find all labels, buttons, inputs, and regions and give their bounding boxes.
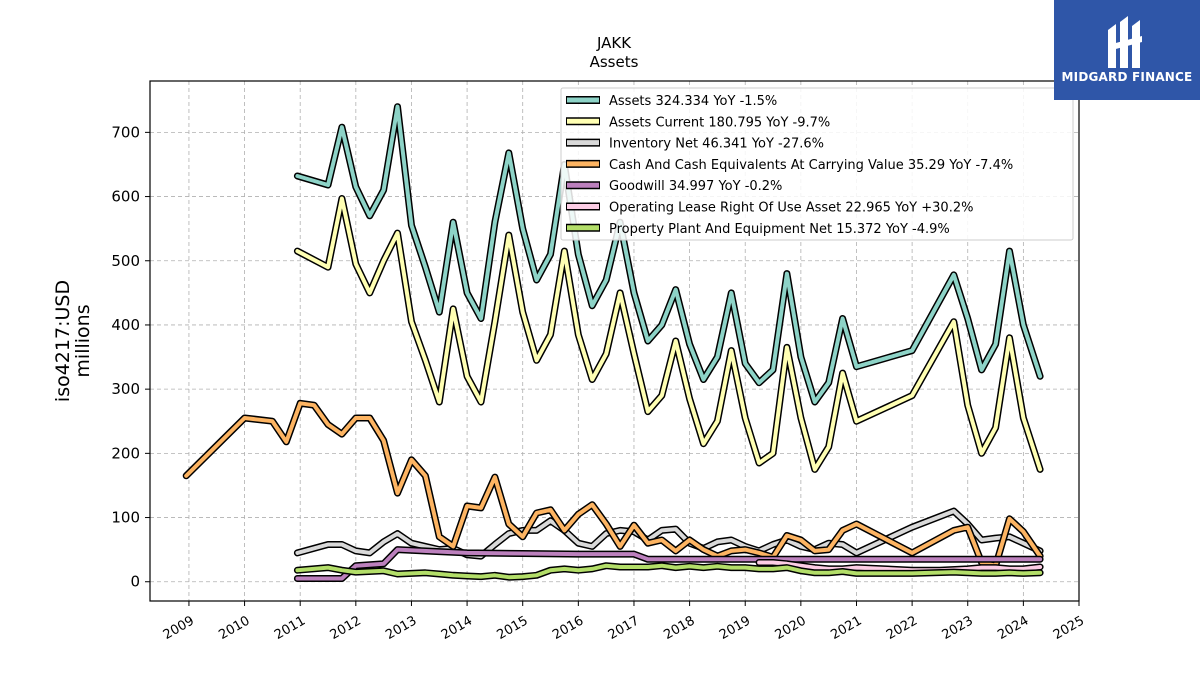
x-tick-label-2020: 2020 [773, 613, 809, 643]
series-3 [182, 399, 1044, 570]
series-5 [755, 559, 1044, 574]
x-tick-label-2015: 2015 [495, 613, 531, 643]
y-axis-label-line1: iso4217:USD [52, 280, 74, 402]
legend-label-4: Goodwill 34.997 YoY -0.2% [609, 179, 782, 194]
series-group [182, 103, 1044, 582]
series-line-5 [757, 560, 1043, 573]
y-tick-label-400: 400 [111, 316, 140, 334]
x-tick-label-2013: 2013 [383, 613, 419, 643]
x-tick-label-2012: 2012 [328, 613, 364, 643]
x-tick-label-2017: 2017 [606, 613, 642, 643]
y-tick-label-300: 300 [111, 380, 140, 398]
x-tick-label-2016: 2016 [550, 613, 586, 643]
x-tick-label-2023: 2023 [940, 613, 976, 643]
series-1 [293, 195, 1044, 473]
x-tick-label-2018: 2018 [661, 613, 697, 643]
y-axis-label-line2: millions [72, 304, 94, 377]
y-tick-label-600: 600 [111, 188, 140, 206]
x-tick-label-2010: 2010 [216, 613, 252, 643]
chart-subtitle: Assets [590, 53, 639, 71]
series-line-6 [295, 563, 1043, 580]
chart-title: JAKK [596, 34, 632, 52]
series-6 [293, 562, 1044, 581]
x-tick-label-2021: 2021 [828, 613, 864, 643]
x-tick-label-2019: 2019 [717, 613, 753, 643]
y-tick-label-700: 700 [111, 123, 140, 141]
brand-name: MIDGARD FINANCE [1061, 70, 1193, 84]
x-tick-label-2009: 2009 [161, 613, 197, 643]
y-tick-label-200: 200 [111, 444, 140, 462]
series-4 [293, 546, 1044, 582]
legend-label-2: Inventory Net 46.341 YoY -27.6% [609, 137, 824, 152]
x-tick-label-2024: 2024 [995, 613, 1031, 643]
x-tick-label-2014: 2014 [439, 613, 475, 643]
brand-logo: MIDGARD FINANCE [1054, 0, 1200, 100]
x-tick-label-2022: 2022 [884, 613, 920, 643]
series-line-3 [184, 401, 1043, 568]
legend-label-0: Assets 324.334 YoY -1.5% [609, 94, 777, 109]
y-tick-label-0: 0 [130, 573, 140, 591]
x-tick-label-2011: 2011 [272, 613, 308, 643]
series-line-0 [295, 104, 1043, 404]
legend-label-1: Assets Current 180.795 YoY -9.7% [609, 115, 830, 130]
y-tick-label-500: 500 [111, 252, 140, 270]
y-tick-label-100: 100 [111, 509, 140, 527]
series-0 [293, 103, 1044, 406]
legend-label-6: Property Plant And Equipment Net 15.372 … [609, 222, 950, 237]
x-tick-label-2025: 2025 [1051, 613, 1087, 643]
legend: Assets 324.334 YoY -1.5% Assets Current 1… [560, 87, 1074, 241]
midgard-logo-icon [1108, 16, 1142, 68]
series-line-4 [295, 547, 1043, 581]
legend-label-3: Cash And Cash Equivalents At Carrying Va… [609, 158, 1013, 173]
legend-box [560, 87, 1074, 241]
legend-label-5: Operating Lease Right Of Use Asset 22.96… [609, 201, 973, 216]
plot-frame [149, 80, 1080, 602]
series-line-1 [295, 196, 1043, 472]
